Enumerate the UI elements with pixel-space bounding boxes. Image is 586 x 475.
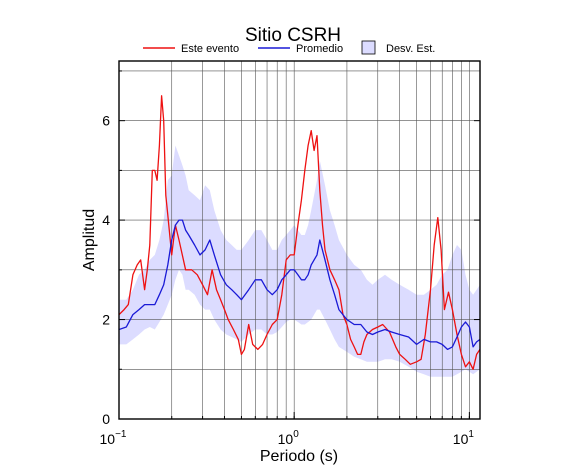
- x-axis-label: Periodo (s): [260, 448, 338, 465]
- y-tick-label: 6: [102, 113, 110, 129]
- legend: Este evento Promedio Desv. Est.: [143, 40, 435, 55]
- legend-swatch-desv-est: [361, 40, 376, 55]
- std-band: [119, 145, 480, 377]
- legend-label-desv-est: Desv. Est.: [386, 43, 435, 55]
- grid: [119, 61, 480, 419]
- x-tick-label: 100: [278, 429, 300, 447]
- legend-label-este-evento: Este evento: [181, 43, 239, 55]
- series-line-promedio: [119, 219, 480, 351]
- y-tick-label: 4: [102, 212, 110, 228]
- series-line-este-evento: [119, 95, 480, 370]
- x-tick-label: 10−1: [100, 429, 127, 447]
- y-tick-label: 2: [102, 312, 110, 328]
- x-tick-label: 101: [453, 429, 475, 447]
- std-band-layer: [119, 145, 480, 377]
- axis-ticks: 0 2 4 6 10−1 100 101: [100, 70, 480, 447]
- plot-frame: [118, 60, 481, 420]
- y-tick-label: 0: [102, 411, 110, 427]
- legend-item-promedio: Promedio: [258, 43, 343, 55]
- legend-item-este-evento: Este evento: [143, 43, 239, 55]
- legend-item-desv-est: Desv. Est.: [361, 40, 435, 55]
- series-layer: [119, 95, 480, 370]
- y-axis-label: Amplitud: [81, 209, 98, 271]
- legend-label-promedio: Promedio: [296, 43, 343, 55]
- chart-title: Sitio CSRH: [245, 25, 341, 46]
